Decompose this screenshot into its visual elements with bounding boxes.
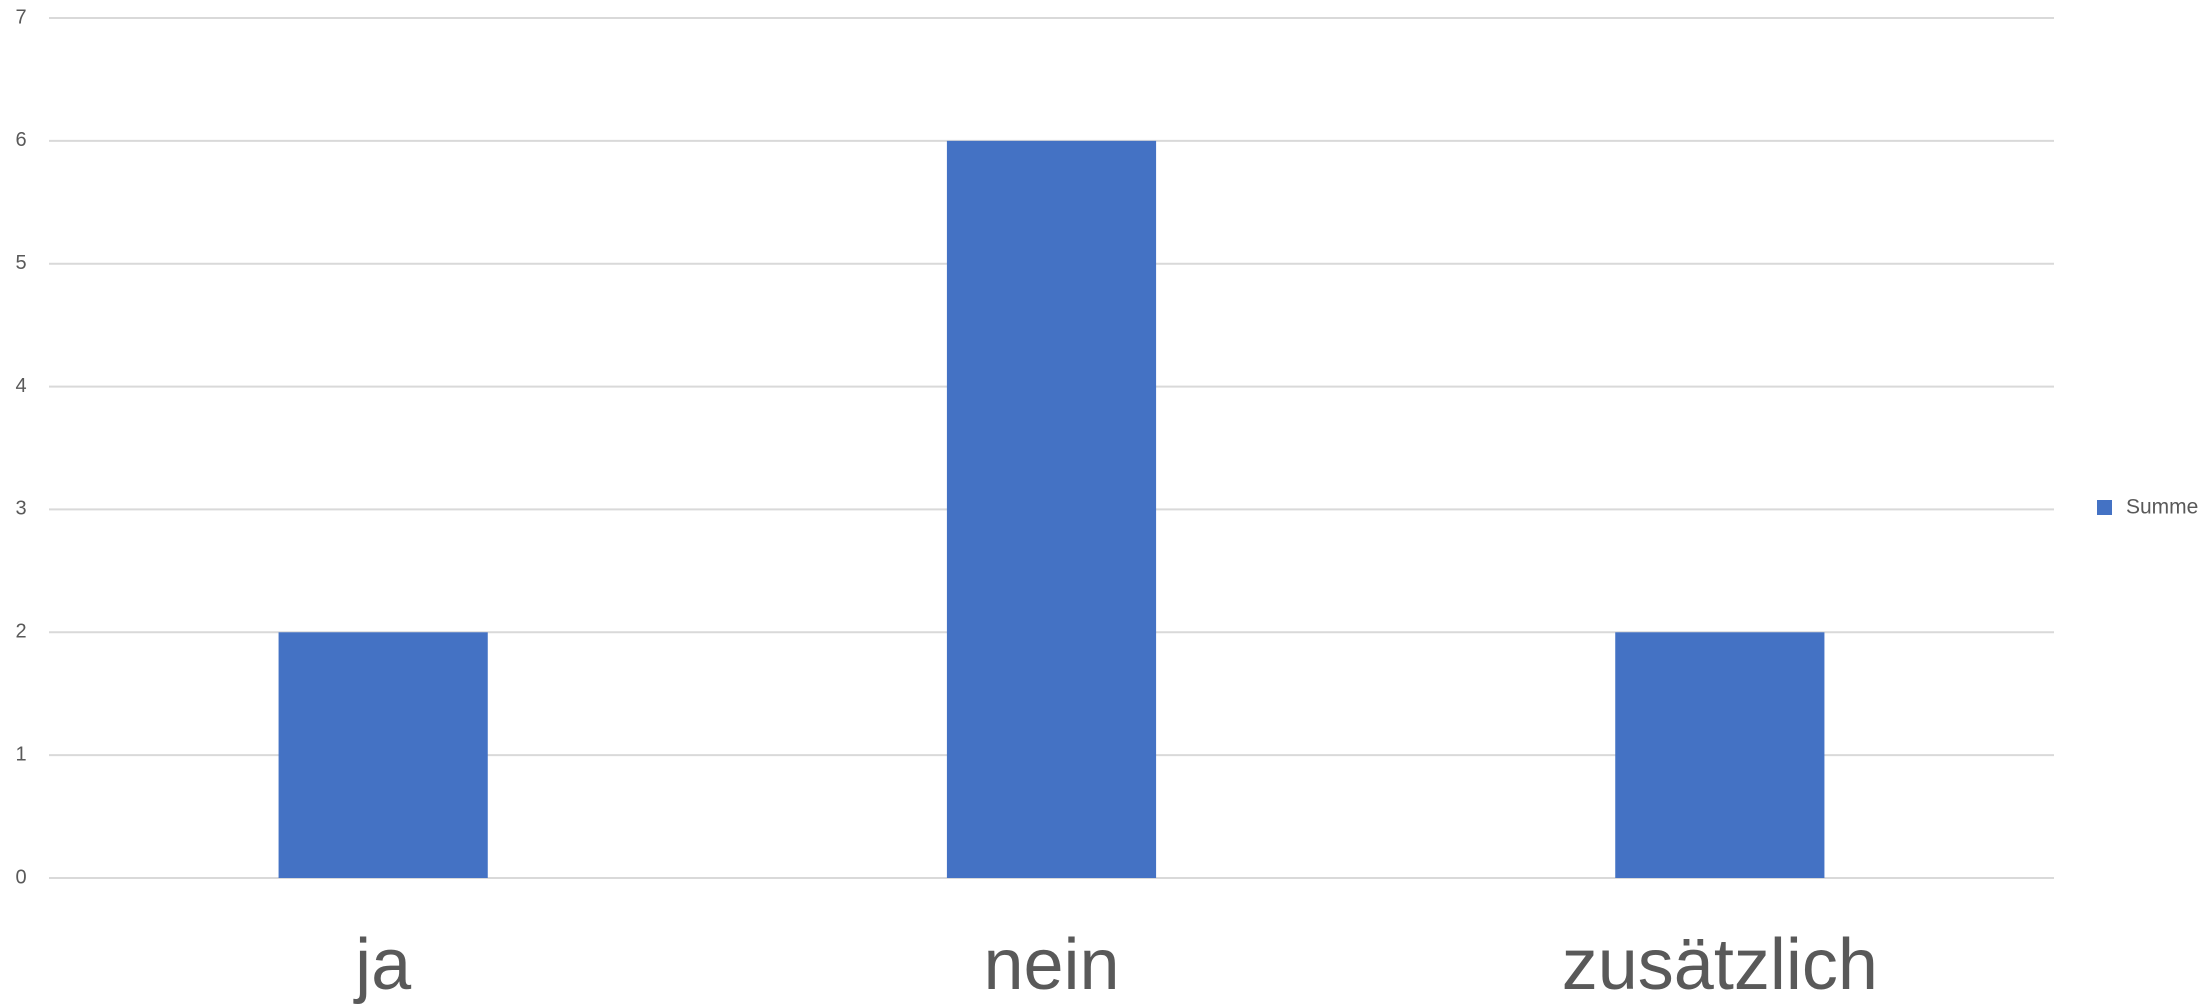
bar [1615, 632, 1825, 878]
y-tick-label: 6 [15, 129, 26, 151]
y-tick-label: 0 [15, 866, 26, 888]
y-tick-label: 1 [15, 743, 26, 765]
y-tick-label: 4 [15, 375, 26, 397]
x-tick-label: nein [983, 925, 1119, 1005]
y-tick-label: 5 [15, 252, 26, 274]
bar [946, 140, 1157, 878]
legend-swatch [2097, 500, 2112, 515]
x-tick-label: ja [353, 925, 412, 1005]
y-tick-label: 7 [15, 6, 26, 28]
legend-label: Summe [2126, 496, 2198, 519]
x-tick-label: zusätzlich [1562, 925, 1878, 1005]
bar [278, 632, 488, 878]
y-tick-label: 2 [15, 621, 26, 643]
y-tick-label: 3 [15, 498, 26, 520]
